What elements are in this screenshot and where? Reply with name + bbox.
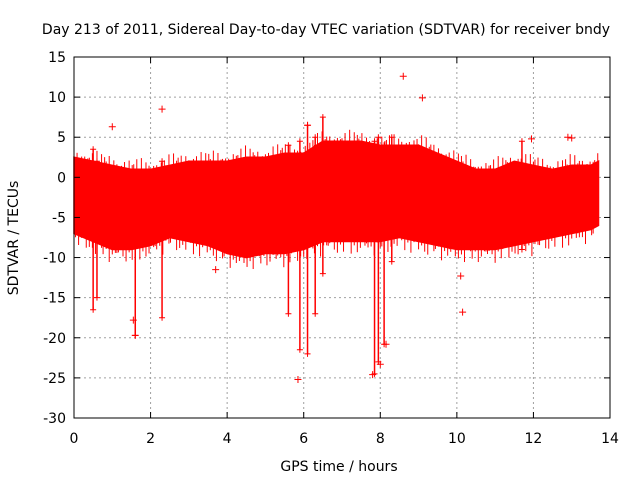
y-tick-label: -30 — [43, 411, 66, 427]
y-tick-label: -5 — [52, 210, 66, 226]
data-point — [459, 308, 467, 316]
data-point — [371, 138, 378, 145]
data-point — [319, 270, 326, 277]
y-tick-label: -25 — [43, 371, 66, 387]
data-point — [93, 158, 100, 165]
data-point — [212, 266, 220, 274]
data-point — [131, 331, 139, 339]
data-series — [73, 72, 600, 383]
data-point — [381, 142, 388, 149]
data-point — [90, 306, 97, 313]
data-point — [304, 121, 312, 129]
y-tick-label: 5 — [57, 130, 66, 146]
data-point — [129, 316, 137, 324]
y-tick-label: 0 — [57, 170, 66, 186]
data-point — [304, 350, 311, 357]
data-point — [376, 360, 384, 368]
data-point — [369, 371, 377, 379]
data-point — [382, 340, 390, 348]
data-point — [159, 158, 166, 165]
plot-frame — [73, 56, 611, 419]
data-point — [457, 272, 465, 280]
data-point — [159, 314, 166, 321]
data-point — [399, 72, 407, 80]
data-point — [285, 142, 292, 149]
data-point — [294, 375, 302, 383]
x-tick-label: 0 — [70, 431, 79, 447]
y-tick-label: 15 — [48, 50, 66, 66]
data-point — [132, 174, 139, 181]
x-tick-label: 12 — [525, 431, 543, 447]
data-point — [296, 138, 303, 145]
y-tick-label: -20 — [43, 331, 66, 347]
data-point — [388, 258, 395, 265]
data-point — [285, 310, 292, 317]
data-point — [375, 134, 382, 141]
axis-ticks: 0 2 4 6 8 10 12 14 -30 -25 -20 -15 -10 -5 0 5 10 15 — [43, 50, 619, 447]
x-tick-label: 10 — [448, 431, 466, 447]
data-point — [388, 134, 395, 141]
data-point — [312, 310, 319, 317]
data-point — [528, 135, 536, 143]
x-axis-label: GPS time / hours — [280, 459, 397, 475]
chart-title: Day 213 of 2011, Sidereal Day-to-day VTE… — [42, 22, 610, 38]
data-point — [296, 346, 303, 353]
x-tick-label: 14 — [601, 431, 619, 447]
data-point — [93, 294, 100, 301]
data-point — [158, 105, 166, 113]
data-point — [518, 138, 525, 145]
data-point — [418, 94, 426, 102]
data-point — [319, 114, 326, 121]
data-point — [108, 123, 116, 131]
data-point — [312, 134, 319, 141]
data-point — [90, 146, 97, 153]
x-tick-label: 2 — [146, 431, 155, 447]
x-tick-label: 4 — [223, 431, 232, 447]
y-axis-label: SDTVAR / TECUs — [6, 181, 22, 296]
data-point — [568, 134, 576, 142]
x-tick-label: 8 — [376, 431, 385, 447]
y-tick-label: 10 — [48, 90, 66, 106]
data-series-sdtvar — [73, 72, 600, 383]
x-tick-label: 6 — [299, 431, 308, 447]
data-point — [518, 246, 525, 253]
y-tick-label: -15 — [43, 291, 66, 307]
y-tick-label: -10 — [43, 251, 66, 267]
data-point — [564, 133, 572, 141]
